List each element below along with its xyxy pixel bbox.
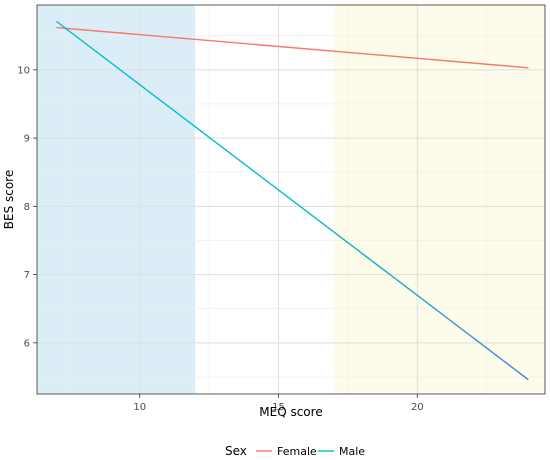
x-tick-label: 15 bbox=[272, 402, 285, 413]
legend-label-male: Male bbox=[339, 445, 365, 458]
x-tick-label: 20 bbox=[411, 402, 424, 413]
y-axis-ticks: 6 7 8 9 10 bbox=[17, 65, 37, 349]
legend-title: Sex bbox=[225, 444, 247, 458]
y-tick-label: 8 bbox=[24, 202, 30, 213]
grid bbox=[37, 5, 545, 394]
plot-panel-border bbox=[36, 4, 546, 395]
x-tick-label: 10 bbox=[133, 402, 146, 413]
legend-label-female: Female bbox=[277, 445, 317, 458]
y-axis-title: BES score bbox=[2, 170, 16, 230]
legend: Sex Female Male bbox=[225, 444, 365, 458]
background-band-2 bbox=[334, 5, 545, 394]
series-line-male bbox=[56, 20, 529, 381]
y-tick-label: 7 bbox=[24, 270, 30, 281]
x-axis-ticks: 10 15 20 bbox=[133, 394, 424, 413]
y-tick-label: 6 bbox=[24, 338, 30, 349]
y-tick-label: 9 bbox=[24, 134, 30, 145]
y-tick-label: 10 bbox=[17, 65, 30, 76]
series-line-female bbox=[56, 26, 529, 69]
x-axis-title: MEQ score bbox=[259, 405, 322, 419]
background-band-1 bbox=[37, 5, 196, 394]
series-lines bbox=[56, 20, 529, 381]
